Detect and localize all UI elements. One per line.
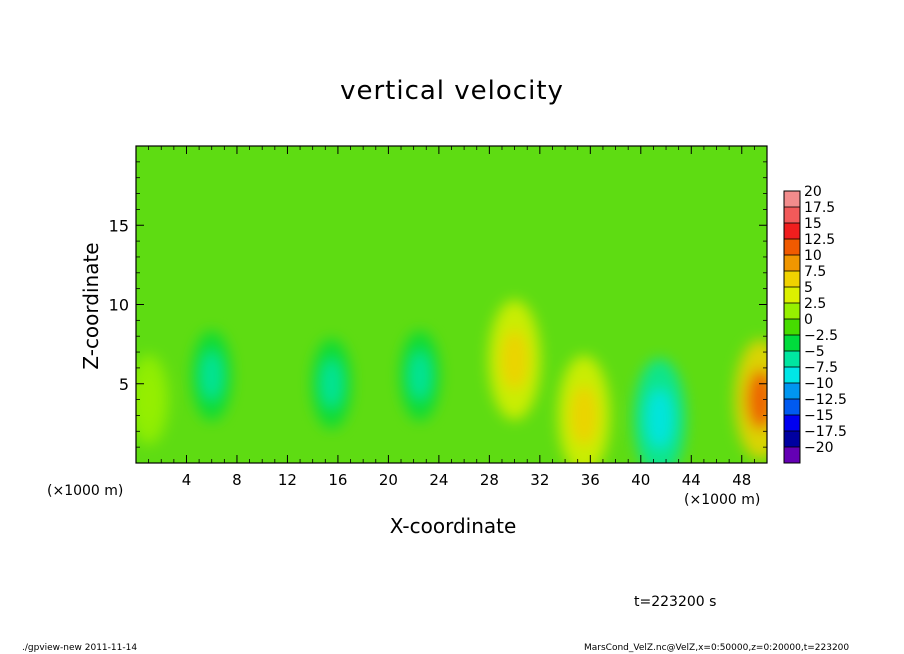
- y-tick-label: 5: [119, 375, 129, 394]
- x-tick-label: 12: [278, 471, 297, 489]
- field-feature-core: [320, 359, 343, 408]
- colorbar-swatch: [784, 431, 800, 448]
- x-tick-label: 4: [182, 471, 192, 489]
- x-tick-label: 20: [379, 471, 398, 489]
- plot-area: [135, 145, 768, 464]
- field-feature-core: [200, 351, 223, 400]
- colorbar-swatch: [784, 399, 800, 416]
- x-unit-label-left: (×1000 m): [47, 483, 124, 499]
- colorbar-swatch: [784, 367, 800, 384]
- x-tick-label: 32: [530, 471, 549, 489]
- colorbar-label: 2.5: [804, 296, 826, 312]
- colorbar-swatch: [784, 383, 800, 400]
- y-tick-label: 10: [109, 296, 129, 315]
- chart-title: vertical velocity: [340, 76, 564, 106]
- x-tick-label: 16: [328, 471, 347, 489]
- colorbar-swatch: [784, 207, 800, 224]
- colorbar-swatch: [784, 271, 800, 288]
- colorbar-swatch: [784, 351, 800, 368]
- colorbar: 2017.51512.5107.552.50−2.5−5−7.5−10−12.5…: [783, 184, 847, 464]
- colorbar-label: 10: [804, 248, 822, 264]
- y-tick-label: 15: [109, 216, 129, 235]
- colorbar-swatch: [784, 303, 800, 320]
- colorbar-label: 5: [804, 280, 813, 296]
- colorbar-label: −15: [804, 408, 834, 424]
- colorbar-label: −5: [804, 344, 825, 360]
- x-tick-label: 40: [631, 471, 650, 489]
- colorbar-label: −2.5: [804, 328, 838, 344]
- colorbar-swatch: [784, 415, 800, 432]
- y-axis: 5 10 15: [109, 161, 767, 448]
- colorbar-label: 7.5: [804, 264, 826, 280]
- colorbar-swatch: [784, 255, 800, 272]
- colorbar-frame: [783, 190, 801, 464]
- colorbar-swatch: [784, 287, 800, 304]
- field-feature-core: [408, 351, 431, 400]
- colorbar-label: 12.5: [804, 232, 835, 248]
- colorbar-swatch: [784, 319, 800, 336]
- colorbar-label: −10: [804, 376, 834, 392]
- field-feature-core: [746, 369, 767, 430]
- colorbar-swatch: [784, 223, 800, 240]
- colorbar-swatch: [784, 239, 800, 256]
- colorbar-label: 0: [804, 312, 813, 328]
- colorbar-label: 20: [804, 184, 822, 200]
- x-tick-label: 28: [480, 471, 499, 489]
- colorbar-swatch: [784, 447, 800, 464]
- colorbar-label: 17.5: [804, 200, 835, 216]
- x-axis-label: X-coordinate: [389, 514, 517, 538]
- colorbar-label: −17.5: [804, 424, 847, 440]
- colorbar-swatch: [784, 191, 800, 208]
- footer-data-info: MarsCond_VelZ.nc@VelZ,x=0:50000,z=0:2000…: [584, 643, 850, 653]
- x-tick-label: 24: [429, 471, 448, 489]
- x-tick-label: 8: [232, 471, 242, 489]
- field-feature-core: [570, 385, 599, 446]
- field-feature-core: [645, 388, 674, 449]
- time-label: t=223200 s: [634, 594, 717, 610]
- colorbar-label: −12.5: [804, 392, 847, 408]
- colorbar-label: −20: [804, 440, 834, 456]
- x-unit-label-right: (×1000 m): [684, 492, 761, 508]
- y-axis-label: Z-coordinate: [79, 242, 103, 370]
- x-tick-label: 36: [581, 471, 600, 489]
- x-axis: 4 8 12 16 20 24 28 32 36 40 44 48: [148, 146, 755, 489]
- colorbar-label: −7.5: [804, 360, 838, 376]
- field-feature-core: [500, 329, 529, 390]
- colorbar-label: 15: [804, 216, 822, 232]
- colorbar-swatch: [784, 335, 800, 352]
- field-feature-core: [137, 375, 160, 424]
- x-tick-label: 44: [682, 471, 701, 489]
- footer-program-info: ./gpview-new 2011-11-14: [22, 643, 138, 653]
- x-tick-label: 48: [732, 471, 751, 489]
